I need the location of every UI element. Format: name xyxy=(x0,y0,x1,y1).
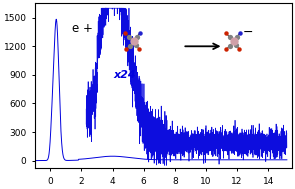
Text: −: − xyxy=(243,26,253,39)
Text: e +: e + xyxy=(72,22,93,35)
Text: x24: x24 xyxy=(113,70,136,80)
